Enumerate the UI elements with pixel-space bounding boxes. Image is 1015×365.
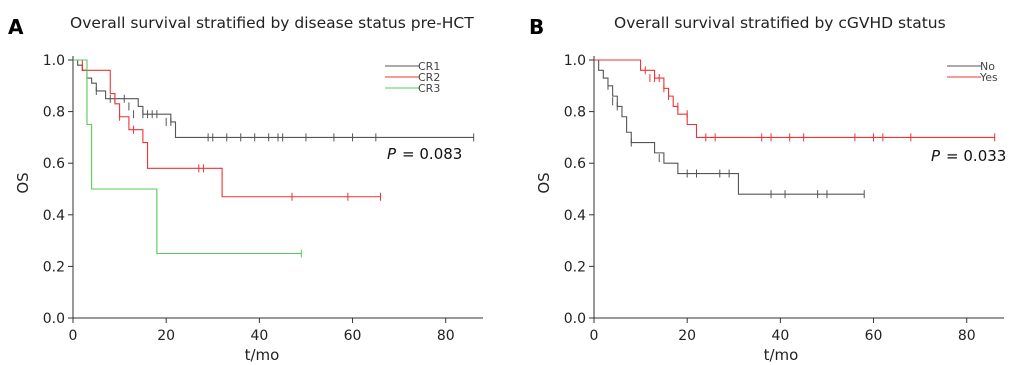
panel-a-xlabel: t/mo [245, 346, 280, 364]
panel-b-series-yes-legend-label: Yes [979, 71, 998, 84]
panel-b-y-tick-label: 0.2 [564, 259, 586, 275]
panel-b-series-no-legend-label: No [980, 60, 995, 73]
panel-a-ylabel: OS [14, 172, 32, 193]
panel-b-x-tick-label: 40 [771, 328, 789, 344]
panel-b-y-tick-label: 0.6 [564, 156, 586, 172]
panel-b-p-symbol: P [931, 147, 941, 165]
panel-a-y-tick-label: 1.0 [43, 53, 65, 69]
panel-a-x-tick-label: 0 [69, 328, 78, 344]
panel-a-series-cr3-line [73, 59, 302, 255]
panel-b-ylabel: OS [535, 172, 553, 193]
panel-a-letter: A [8, 15, 24, 39]
panel-b-y-tick-label: 1.0 [564, 53, 586, 69]
panel-b-series-yes-line [594, 59, 995, 138]
panel-a-series-cr1-legend-label: CR1 [418, 60, 440, 73]
panel-b-x-tick-label: 80 [958, 328, 976, 344]
panel-a-p-number: = 0.083 [402, 145, 462, 163]
panel-a-series-cr2-legend-label: CR2 [418, 71, 440, 84]
panel-a-p-value: P = 0.083 [387, 145, 462, 163]
panel-a-y-tick-label: 0.8 [43, 105, 65, 121]
panel-a-x-tick-label: 80 [437, 328, 455, 344]
panel-a-series-cr3-legend-label: CR3 [418, 82, 440, 95]
panel-b-x-tick-label: 60 [865, 328, 883, 344]
panel-a-x-tick-label: 20 [157, 328, 175, 344]
panel-b-x-tick-label: 20 [678, 328, 696, 344]
panel-a-y-tick-label: 0.2 [43, 259, 65, 275]
panel-b-y-tick-label: 0.8 [564, 105, 586, 121]
panel-b-p-number: = 0.033 [946, 147, 1006, 165]
panel-a-y-tick-label: 0.4 [43, 208, 65, 224]
panel-b-y-tick-label: 0.4 [564, 208, 586, 224]
panel-b-p-value: P = 0.033 [931, 147, 1006, 165]
panel-b-letter: B [529, 15, 544, 39]
panel-b-title: Overall survival stratified by cGVHD sta… [614, 14, 946, 32]
panel-a-y-tick-label: 0.6 [43, 156, 65, 172]
panel-a-x-tick-label: 40 [250, 328, 268, 344]
panel-b-y-tick-label: 0.0 [564, 311, 586, 327]
panel-a-y-tick-label: 0.0 [43, 311, 65, 327]
panel-b-xlabel: t/mo [764, 346, 799, 364]
panel-a-series-cr2-line [73, 59, 381, 198]
panel-a-title: Overall survival stratified by disease s… [70, 14, 474, 32]
panel-a-x-tick-label: 60 [344, 328, 362, 344]
panel-b-series-no-line [594, 59, 865, 195]
panel-a-p-symbol: P [387, 145, 397, 163]
panel-b-x-tick-label: 0 [590, 328, 599, 344]
